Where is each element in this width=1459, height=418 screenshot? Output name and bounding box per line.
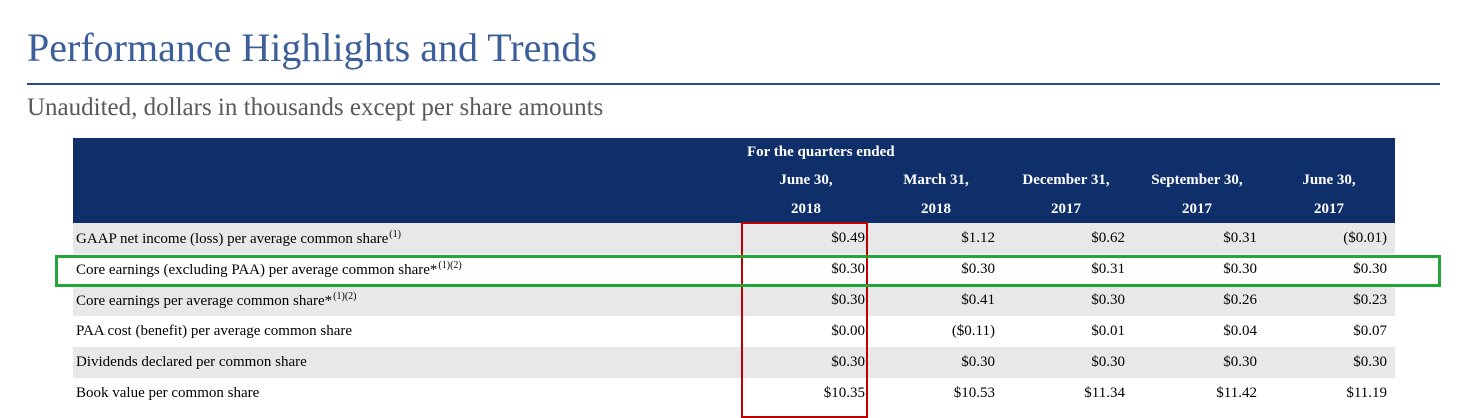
value-cell: $0.04 [1131, 316, 1263, 347]
performance-table-container: For the quarters ended June 30, March 31… [73, 138, 1396, 409]
row-label-cell: Book value per common share [73, 378, 741, 409]
table-row-gaap-net-income: GAAP net income (loss) per average commo… [73, 223, 1396, 254]
value-cell: $0.30 [741, 347, 871, 378]
value-cell: $0.31 [1131, 223, 1263, 254]
value-cell: $0.30 [871, 254, 1001, 285]
column-header-line1: March 31, [871, 166, 1001, 195]
row-label-cell: Dividends declared per common share [73, 347, 741, 378]
value-cell: $0.30 [1263, 254, 1396, 285]
table-row-dividends-declared: Dividends declared per common share $0.3… [73, 347, 1396, 378]
value-cell: $0.31 [1001, 254, 1131, 285]
column-header-year: 2017 [1001, 195, 1131, 223]
row-label: Dividends declared per common share [76, 354, 307, 370]
column-header-line1: June 30, [741, 166, 871, 195]
column-header-line1: December 31, [1001, 166, 1131, 195]
header-blank-cell [73, 195, 741, 223]
value-cell: ($0.11) [871, 316, 1001, 347]
title-divider [27, 83, 1440, 85]
value-cell: ($0.01) [1263, 223, 1396, 254]
column-header-year: 2017 [1263, 195, 1396, 223]
value-cell: $0.30 [1001, 285, 1131, 316]
row-label-cell: Core earnings per average common share*(… [73, 285, 741, 316]
footnote-marker: (1)(2) [333, 291, 357, 302]
value-cell: $11.42 [1131, 378, 1263, 409]
row-label: GAAP net income (loss) per average commo… [76, 231, 389, 247]
row-label-cell: Core earnings (excluding PAA) per averag… [73, 254, 741, 285]
table-row-paa-cost: PAA cost (benefit) per average common sh… [73, 316, 1396, 347]
value-cell: $0.62 [1001, 223, 1131, 254]
table-body: GAAP net income (loss) per average commo… [73, 223, 1396, 409]
value-cell: $0.30 [1001, 347, 1131, 378]
value-cell: $0.30 [741, 285, 871, 316]
value-cell: $10.53 [871, 378, 1001, 409]
value-cell: $0.30 [1131, 347, 1263, 378]
group-header: For the quarters ended [741, 138, 1396, 166]
column-header-year: 2018 [871, 195, 1001, 223]
value-cell: $0.00 [741, 316, 871, 347]
row-label-cell: GAAP net income (loss) per average commo… [73, 223, 741, 254]
value-cell: $0.30 [871, 347, 1001, 378]
column-header-line1: June 30, [1263, 166, 1396, 195]
value-cell: $0.30 [1131, 254, 1263, 285]
value-cell: $0.41 [871, 285, 1001, 316]
value-cell: $0.23 [1263, 285, 1396, 316]
row-label: Core earnings (excluding PAA) per averag… [76, 262, 438, 278]
row-label-cell: PAA cost (benefit) per average common sh… [73, 316, 741, 347]
row-label: Core earnings per average common share* [76, 293, 333, 309]
value-cell: $0.30 [1263, 347, 1396, 378]
row-label: PAA cost (benefit) per average common sh… [76, 323, 353, 339]
column-header-line1: September 30, [1131, 166, 1263, 195]
value-cell: $0.30 [741, 254, 871, 285]
row-label: Book value per common share [76, 385, 260, 401]
value-cell: $0.07 [1263, 316, 1396, 347]
header-blank-cell [73, 166, 741, 195]
column-header-year: 2017 [1131, 195, 1263, 223]
table-row-book-value: Book value per common share $10.35 $10.5… [73, 378, 1396, 409]
value-cell: $11.19 [1263, 378, 1396, 409]
value-cell: $1.12 [871, 223, 1001, 254]
value-cell: $0.26 [1131, 285, 1263, 316]
value-cell: $0.49 [741, 223, 871, 254]
footnote-marker: (1)(2) [438, 260, 462, 271]
column-header-year: 2018 [741, 195, 871, 223]
header-blank-cell [73, 138, 741, 166]
table-row-core-earnings-excl-paa: Core earnings (excluding PAA) per averag… [73, 254, 1396, 285]
page-subtitle: Unaudited, dollars in thousands except p… [27, 94, 604, 121]
performance-table: For the quarters ended June 30, March 31… [73, 138, 1396, 409]
footnote-marker: (1) [389, 229, 401, 240]
value-cell: $11.34 [1001, 378, 1131, 409]
value-cell: $0.01 [1001, 316, 1131, 347]
table-header: For the quarters ended June 30, March 31… [73, 138, 1396, 223]
page-title: Performance Highlights and Trends [27, 25, 597, 70]
value-cell: $10.35 [741, 378, 871, 409]
table-row-core-earnings: Core earnings per average common share*(… [73, 285, 1396, 316]
